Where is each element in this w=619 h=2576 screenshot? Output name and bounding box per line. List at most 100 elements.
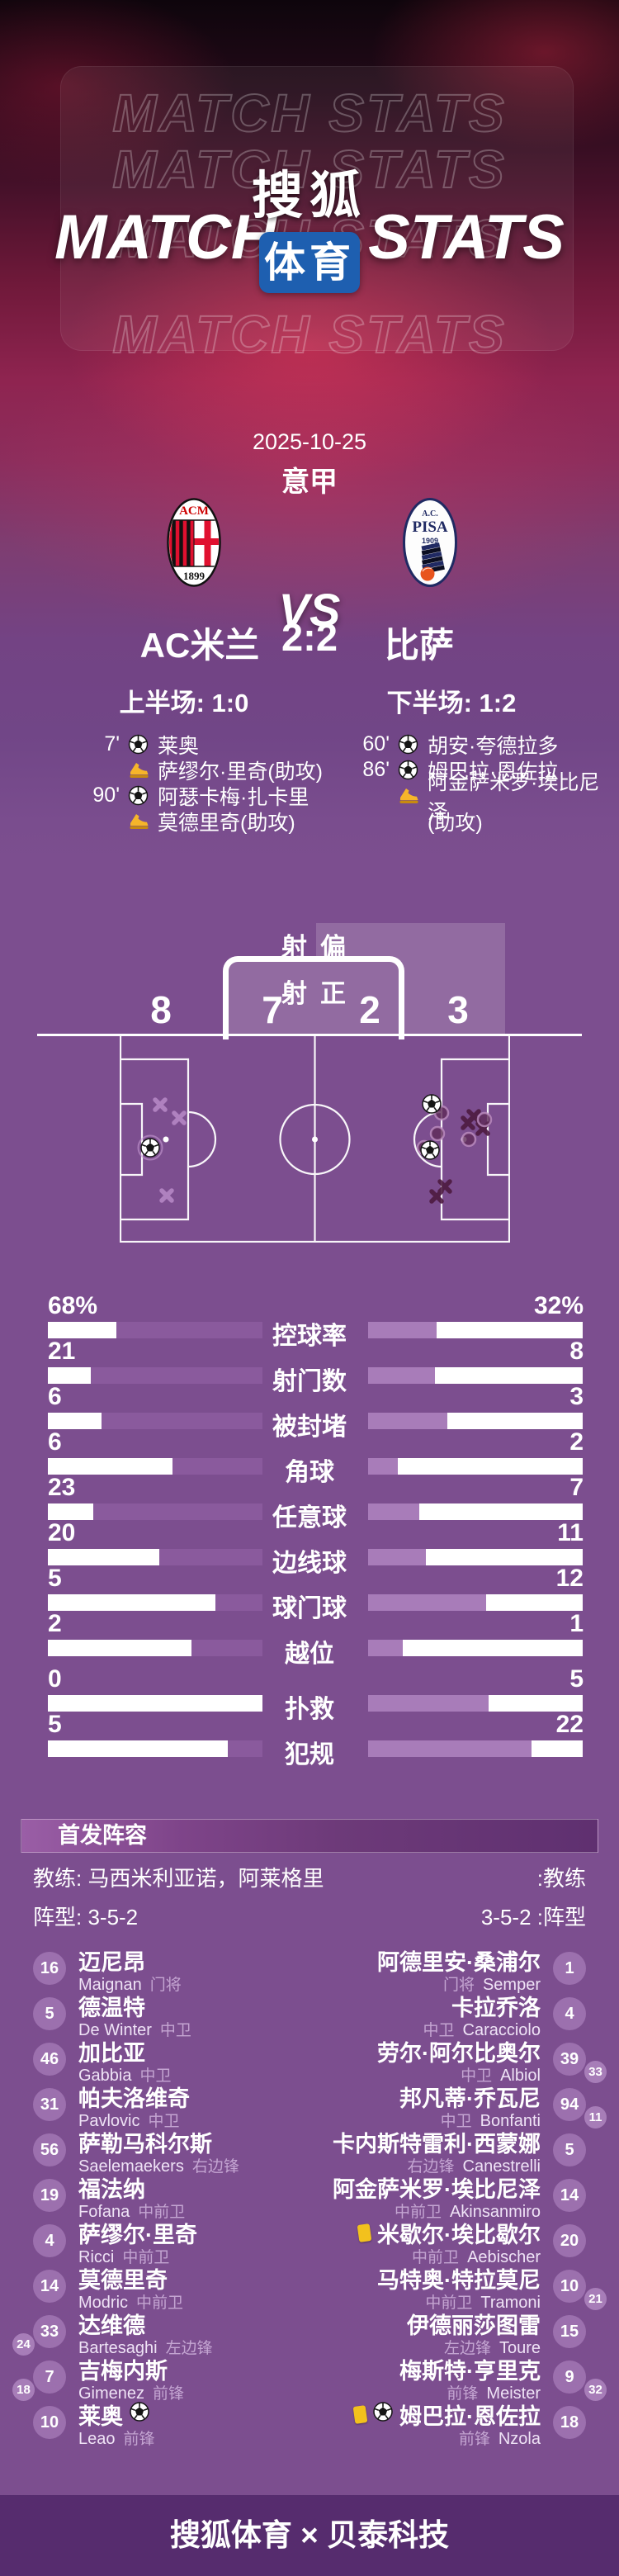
away-shots-on-value: 2 (359, 988, 380, 1031)
stat-label: 控球率 (272, 1323, 347, 1350)
sohu-logo-text: 搜狐 (251, 168, 367, 225)
event-player: 胡安·夸德拉多 (428, 734, 559, 758)
home-player-meta: Fofana 中前卫 (78, 2203, 186, 2221)
home-stat-value: 6 (48, 1428, 62, 1456)
away-player-name: 米歇尔·埃比歇尔 (357, 2219, 541, 2247)
event-row: (助攻) (347, 808, 611, 835)
away-stat-bar (368, 1413, 583, 1429)
away-stat-value: 32% (533, 1292, 584, 1319)
stat-row-saves: 0 5 扑救 (0, 1665, 619, 1723)
page-title-left: MATCH (54, 202, 276, 272)
home-player-name: 加比亚 (78, 2041, 145, 2066)
final-score: 2:2 (281, 615, 338, 659)
svg-text:1909: 1909 (422, 537, 438, 545)
home-player-name: 帕夫洛维奇 (78, 2086, 190, 2111)
stat-row-throwins: 20 11 边线球 (0, 1519, 619, 1577)
away-player-meta: 中卫 Bonfanti (440, 2112, 541, 2130)
away-shirt-number: 9 (553, 2361, 586, 2394)
away-player-name: 阿德里安·桑浦尔 (377, 1950, 541, 1975)
assist-boot-icon (128, 812, 158, 831)
away-formation: 3-5-2 :阵型 (480, 1905, 586, 1930)
svg-text:PISA: PISA (412, 519, 448, 536)
stat-row-shots: 21 8 射门数 (0, 1338, 619, 1395)
home-stat-value: 2 (48, 1610, 62, 1637)
event-row: 7' 莱奥 (77, 732, 341, 758)
home-sub-number: 24 (12, 2333, 35, 2356)
stat-row-corners: 6 2 角球 (0, 1428, 619, 1486)
home-player-name: 莱奥 (78, 2401, 149, 2429)
stat-row-goalkicks: 5 12 球门球 (0, 1565, 619, 1622)
away-player-name: 梅斯特·亨里克 (399, 2359, 541, 2384)
home-player-meta: Maignan 门将 (78, 1976, 182, 1994)
watermark-text: MATCH STATS (111, 304, 507, 365)
shots-on-label: 射 (281, 979, 307, 1008)
goal-ball-icon (128, 785, 158, 806)
away-stat-bar (368, 1740, 583, 1757)
away-shirt-number: 1 (553, 1952, 586, 1985)
home-player-name: 萨缪尔·里奇 (78, 2223, 197, 2247)
away-stat-bar (368, 1695, 583, 1712)
home-player-name: 德温特 (78, 1996, 145, 2020)
away-coach: :教练 (536, 1866, 586, 1891)
sohu-sports-logo-badge: 体育 (259, 232, 360, 293)
league-name: 意甲 (281, 466, 338, 498)
home-shots-off-value: 8 (150, 988, 172, 1031)
goal-ball-icon (128, 734, 158, 755)
home-shirt-number: 56 (33, 2133, 66, 2166)
shots-on-label: 正 (320, 979, 346, 1008)
away-stat-value: 2 (569, 1428, 584, 1456)
stat-label: 扑救 (285, 1696, 334, 1723)
lineup-row: 31 帕夫洛维奇 Pavlovic 中卫 邦凡蒂·乔瓦尼 中卫 Bonfanti 9… (0, 2083, 619, 2130)
footer-credit: 搜狐体育 × 贝泰科技 (169, 2518, 450, 2552)
away-stat-value: 11 (557, 1519, 584, 1546)
home-player-name: 吉梅内斯 (78, 2359, 168, 2384)
home-shirt-number: 7 (33, 2361, 66, 2394)
home-player-meta: Gabbia 中卫 (78, 2067, 172, 2085)
away-player-meta: 中卫 Albiol (461, 2067, 541, 2085)
home-team-name: AC米兰 (139, 626, 260, 665)
event-player: 萨缪尔·里奇(助攻) (158, 760, 323, 784)
event-player: 阿金萨米罗·埃比尼泽 (428, 770, 600, 824)
away-shirt-number: 39 (553, 2043, 586, 2076)
lineup-row: 5 德温特 De Winter 中卫 卡拉乔洛 中卫 Caracciolo 4 (0, 1992, 619, 2039)
lineup-row: 14 莫德里奇 Modric 中前卫 马特奥·特拉莫尼 中前卫 Tramoni 10… (0, 2265, 619, 2312)
page-title-right: STATS (368, 202, 565, 272)
home-player-name: 福法纳 (78, 2177, 145, 2202)
home-player-name: 莫德里奇 (78, 2268, 168, 2293)
away-stat-value: 12 (555, 1565, 584, 1592)
event-player: 莫德里奇(助攻) (158, 811, 295, 835)
away-shots-off-value: 3 (447, 988, 469, 1031)
away-player-name: 卡拉乔洛 (451, 1996, 541, 2020)
home-stat-value: 23 (48, 1474, 76, 1501)
lineup-section-title: 首发阵容 (21, 1819, 598, 1853)
event-row: 60' 胡安·夸德拉多 (347, 732, 611, 758)
ground-line (37, 1034, 582, 1036)
home-player-meta: Gimenez 前锋 (78, 2384, 185, 2403)
stat-row-blocked: 6 3 被封堵 (0, 1383, 619, 1441)
home-stat-bar (48, 1322, 262, 1338)
home-shirt-number: 31 (33, 2088, 66, 2121)
watermark-text: MATCH STATS (111, 139, 507, 200)
away-player-meta: 中前卫 Tramoni (425, 2294, 541, 2312)
lineup-row: 19 福法纳 Fofana 中前卫 阿金萨米罗·埃比尼泽 中前卫 Akinsanmi… (0, 2174, 619, 2221)
away-shirt-number: 18 (553, 2406, 586, 2439)
home-on-target-overlay (229, 962, 316, 1036)
away-player-meta: 左边锋 Toure (443, 2339, 541, 2357)
away-player-meta: 中卫 Caracciolo (423, 2021, 541, 2039)
home-stat-bar (48, 1695, 262, 1712)
vs-label: VS (278, 584, 341, 636)
home-shirt-number: 4 (33, 2224, 66, 2257)
away-player-name: 马特奥·特拉莫尼 (377, 2268, 541, 2293)
home-shirt-number: 33 (33, 2315, 66, 2348)
goal-marker-away (422, 1094, 442, 1114)
event-time: 60' (362, 732, 390, 755)
home-stat-value: 21 (48, 1338, 76, 1365)
away-stat-bar (368, 1640, 583, 1656)
event-player: 莱奥 (158, 734, 200, 758)
event-player: 姆巴拉·恩佐拉 (428, 760, 559, 784)
home-player-meta: Modric 中前卫 (78, 2294, 184, 2312)
home-shirt-number: 14 (33, 2270, 66, 2303)
shots-off-label: 偏 (320, 933, 346, 962)
home-player-meta: Pavlovic 中卫 (78, 2112, 180, 2130)
home-stat-value: 5 (48, 1565, 62, 1592)
